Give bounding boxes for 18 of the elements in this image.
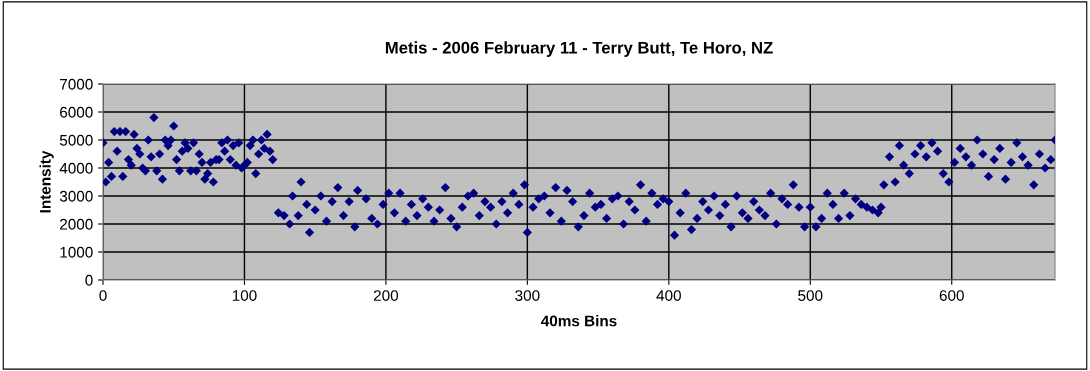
x-tick-label: 400 bbox=[656, 290, 681, 301]
x-tick-label: 500 bbox=[798, 290, 823, 301]
y-tick-label: 3000 bbox=[59, 190, 93, 202]
x-tick-label: 100 bbox=[232, 290, 257, 301]
y-tick-label: 1000 bbox=[60, 246, 93, 258]
y-tick-label: 0 bbox=[85, 274, 93, 286]
y-tick-label: 5000 bbox=[59, 134, 93, 146]
y-tick-label: 2000 bbox=[60, 218, 93, 230]
y-tick-label: 4000 bbox=[59, 162, 93, 174]
y-axis-title: Intensity bbox=[39, 150, 54, 213]
x-tick-label: 0 bbox=[99, 290, 107, 301]
chart-title: Metis - 2006 February 11 - Terry Butt, Te Horo, NZ bbox=[385, 41, 773, 57]
y-tick-label: 6000 bbox=[60, 106, 93, 118]
x-axis-title: 40ms Bins bbox=[541, 315, 617, 327]
x-tick-label: 300 bbox=[515, 290, 540, 301]
x-tick-label: 600 bbox=[939, 290, 964, 301]
y-tick-label: 7000 bbox=[60, 78, 93, 90]
x-tick-label: 200 bbox=[373, 290, 399, 301]
